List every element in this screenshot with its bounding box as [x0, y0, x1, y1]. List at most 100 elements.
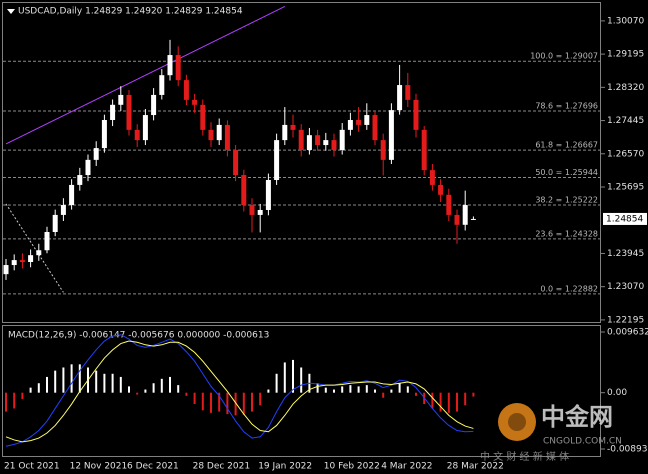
histogram-bar: [185, 392, 188, 396]
histogram-bar: [283, 362, 286, 393]
candle-body: [93, 148, 99, 160]
histogram-bar: [218, 392, 221, 412]
y-tick-label: 1.28320: [607, 83, 644, 93]
slogan: 中 文 财 经 新 媒 体: [480, 450, 569, 463]
candle-body: [315, 135, 321, 146]
histogram-bar: [275, 373, 278, 393]
price-tag: [603, 212, 647, 225]
histogram-bar: [316, 383, 319, 393]
candle-body: [298, 129, 304, 150]
histogram-bar: [144, 389, 147, 393]
y-tick-label: 1.30070: [607, 16, 644, 26]
logo: [498, 403, 536, 441]
candle-body: [183, 80, 189, 100]
histogram-bar: [5, 392, 7, 412]
candle-body: [438, 184, 444, 195]
candle-body: [323, 140, 329, 146]
candle-body: [52, 214, 58, 233]
candle-body: [380, 140, 386, 160]
histogram-bar: [447, 392, 450, 413]
x-tick-label: 4 Mar 2022: [381, 462, 432, 472]
y-tick-label: 0.009632: [607, 327, 648, 337]
candle-body: [134, 129, 140, 141]
x-tick-label: 21 Oct 2021: [4, 462, 60, 472]
histogram-bar: [234, 392, 237, 416]
histogram-bar: [226, 392, 229, 415]
y-tick-label: 1.25695: [607, 183, 644, 193]
candle-body: [28, 255, 34, 263]
fib-label: 23.6 = 1.24328: [535, 229, 598, 238]
histogram-bar: [382, 392, 385, 398]
candle-body: [265, 179, 271, 210]
histogram-bar: [160, 378, 163, 393]
candle-body: [405, 85, 411, 100]
candle-body: [397, 85, 403, 111]
candle-body: [110, 104, 116, 120]
candle-body: [446, 194, 452, 215]
candle-body: [282, 124, 288, 141]
fib-label: 78.6 = 1.27696: [535, 102, 598, 111]
y-tick-label: 1.23945: [607, 249, 644, 259]
histogram-bar: [37, 383, 40, 393]
watermark: 中金网 CNGOLD.COM.CN 中 文 财 经 新 媒 体: [480, 403, 622, 463]
site: CNGOLD.COM.CN: [543, 437, 622, 447]
trend-line: [5, 6, 286, 145]
histogram-bar: [415, 392, 417, 396]
histogram-bar: [267, 389, 270, 393]
candle-body: [224, 124, 230, 150]
candle-body: [151, 94, 157, 116]
candle-body: [192, 99, 198, 105]
candle-body: [200, 104, 206, 130]
y-tick-label: -0.008937: [607, 444, 648, 454]
histogram-bar: [365, 385, 368, 393]
candle-body: [216, 124, 222, 141]
histogram-bar: [193, 392, 196, 405]
candle-body: [257, 209, 263, 215]
histogram-bar: [472, 392, 475, 397]
candle-body: [421, 129, 427, 171]
x-tick-label: 28 Dec 2021: [193, 462, 251, 472]
histogram-bar: [169, 376, 171, 393]
candle-body: [306, 135, 312, 150]
histogram-bar: [439, 392, 442, 412]
histogram-bar: [406, 386, 409, 393]
candle-body: [36, 250, 42, 256]
histogram-bar: [103, 373, 106, 393]
x-tick-label: 28 Mar 2022: [447, 462, 504, 472]
candle-body: [364, 115, 370, 125]
y-tick-label: 1.22195: [607, 315, 644, 325]
fib-label: 100.0 = 1.29007: [530, 52, 598, 61]
histogram-bar: [390, 389, 393, 393]
histogram-bar: [259, 392, 262, 406]
histogram-bar: [349, 385, 352, 393]
candle-body: [159, 75, 165, 95]
histogram-bar: [111, 373, 114, 393]
candle-body: [233, 149, 239, 176]
candle-body: [413, 99, 419, 130]
candle-body: [339, 129, 345, 150]
macd-title: MACD(12,26,9) -0.006147 -0.005676 0.0000…: [8, 331, 269, 341]
fib-label: 38.2 = 1.25222: [535, 195, 598, 204]
histogram-bar: [464, 392, 467, 406]
candle-body: [44, 232, 50, 251]
candle-body: [60, 205, 66, 215]
histogram-bar: [177, 385, 180, 393]
candle-body: [77, 175, 83, 185]
histogram-bar: [21, 392, 24, 399]
candle-body: [11, 260, 17, 266]
candle-body: [19, 260, 25, 263]
brand: 中金网: [541, 403, 613, 431]
y-tick-label: 1.23070: [607, 282, 644, 292]
histogram-bar: [251, 392, 253, 412]
histogram-bar: [374, 389, 376, 393]
candle-body: [372, 115, 378, 141]
histogram-bar: [431, 392, 434, 409]
histogram-bar: [210, 392, 212, 413]
y-tick-label: 1.29195: [607, 50, 644, 60]
histogram-bar: [300, 367, 303, 393]
macd-frame: [2, 325, 601, 457]
histogram-bar: [46, 376, 48, 393]
histogram-bar: [398, 383, 401, 393]
